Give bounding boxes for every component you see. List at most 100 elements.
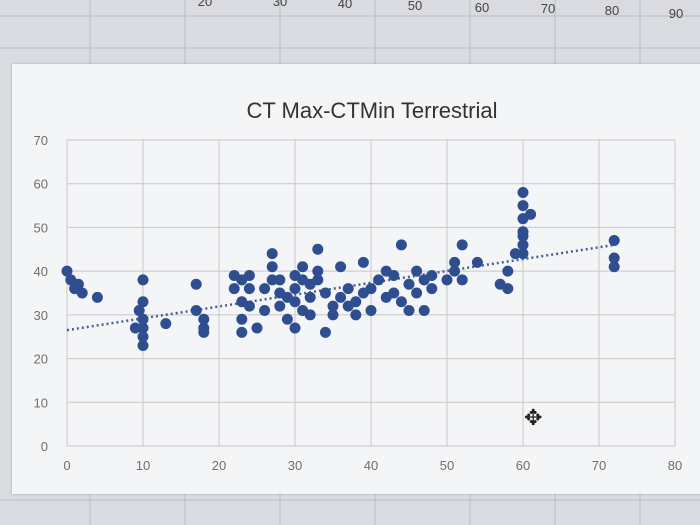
- data-point[interactable]: [137, 322, 149, 334]
- trendline[interactable]: [66, 243, 615, 332]
- chart-area[interactable]: CT Max-CTMin Terrestrial 0 10 20 30 40 50 60 70…: [12, 64, 700, 494]
- data-point[interactable]: [327, 300, 339, 312]
- data-point[interactable]: [312, 274, 324, 286]
- data-point[interactable]: [198, 326, 210, 338]
- data-point[interactable]: [441, 274, 453, 286]
- data-point[interactable]: [259, 283, 271, 295]
- data-point[interactable]: [517, 200, 529, 212]
- data-point[interactable]: [319, 326, 331, 338]
- column-header[interactable]: 40: [338, 0, 352, 11]
- data-point[interactable]: [137, 331, 149, 343]
- data-point[interactable]: [418, 304, 430, 316]
- data-point[interactable]: [365, 304, 377, 316]
- data-point[interactable]: [228, 283, 240, 295]
- y-tick-label: 0: [41, 439, 48, 454]
- data-point[interactable]: [259, 304, 271, 316]
- x-tick-label: 0: [63, 458, 70, 473]
- data-point[interactable]: [289, 322, 301, 334]
- data-point[interactable]: [502, 283, 514, 295]
- data-point[interactable]: [289, 283, 301, 295]
- data-point[interactable]: [91, 291, 103, 303]
- data-point[interactable]: [373, 274, 385, 286]
- data-point[interactable]: [266, 274, 278, 286]
- data-point[interactable]: [76, 287, 88, 299]
- data-point[interactable]: [297, 261, 309, 273]
- data-point[interactable]: [266, 261, 278, 273]
- data-point[interactable]: [350, 309, 362, 321]
- data-point[interactable]: [190, 304, 202, 316]
- column-header[interactable]: 70: [541, 1, 555, 16]
- scatter-chart: CT Max-CTMin Terrestrial 0 10 20 30 40 50 60 70…: [34, 98, 683, 473]
- data-point[interactable]: [456, 239, 468, 251]
- data-point[interactable]: [266, 248, 278, 260]
- data-point[interactable]: [61, 265, 73, 277]
- data-point[interactable]: [509, 248, 521, 260]
- data-point[interactable]: [72, 278, 84, 290]
- data-point[interactable]: [395, 239, 407, 251]
- data-point[interactable]: [133, 304, 145, 316]
- data-point[interactable]: [502, 265, 514, 277]
- data-point[interactable]: [388, 287, 400, 299]
- data-point[interactable]: [243, 283, 255, 295]
- data-point[interactable]: [449, 265, 461, 277]
- data-point[interactable]: [350, 296, 362, 308]
- data-point[interactable]: [304, 309, 316, 321]
- column-header[interactable]: 30: [273, 0, 287, 9]
- column-header[interactable]: 50: [408, 0, 422, 13]
- data-point[interactable]: [274, 300, 286, 312]
- data-point[interactable]: [304, 291, 316, 303]
- data-point[interactable]: [243, 300, 255, 312]
- data-point[interactable]: [395, 296, 407, 308]
- y-tick-label: 40: [34, 264, 48, 279]
- data-point[interactable]: [236, 326, 248, 338]
- data-point[interactable]: [129, 322, 141, 334]
- data-point[interactable]: [403, 304, 415, 316]
- data-point[interactable]: [281, 313, 293, 325]
- data-point[interactable]: [190, 278, 202, 290]
- data-point[interactable]: [426, 283, 438, 295]
- data-point[interactable]: [426, 270, 438, 282]
- x-tick-label: 20: [212, 458, 226, 473]
- data-point[interactable]: [608, 261, 620, 273]
- data-point[interactable]: [312, 265, 324, 277]
- column-header[interactable]: 80: [605, 3, 619, 18]
- chart-title: CT Max-CTMin Terrestrial: [247, 98, 498, 123]
- data-point[interactable]: [236, 313, 248, 325]
- data-point[interactable]: [525, 208, 537, 220]
- data-point[interactable]: [517, 186, 529, 198]
- data-point[interactable]: [517, 239, 529, 251]
- data-point[interactable]: [388, 270, 400, 282]
- data-point[interactable]: [342, 283, 354, 295]
- data-point[interactable]: [357, 256, 369, 268]
- data-point[interactable]: [365, 283, 377, 295]
- data-point[interactable]: [403, 278, 415, 290]
- column-header[interactable]: 90: [669, 6, 683, 21]
- data-point[interactable]: [411, 287, 423, 299]
- data-point[interactable]: [289, 296, 301, 308]
- data-point[interactable]: [608, 252, 620, 264]
- data-point[interactable]: [160, 318, 172, 330]
- data-point[interactable]: [517, 226, 529, 238]
- data-point[interactable]: [335, 261, 347, 273]
- data-point[interactable]: [137, 313, 149, 325]
- data-point[interactable]: [137, 274, 149, 286]
- data-point[interactable]: [198, 313, 210, 325]
- column-header[interactable]: 20: [198, 0, 212, 9]
- data-point[interactable]: [137, 296, 149, 308]
- data-point[interactable]: [456, 274, 468, 286]
- data-point[interactable]: [312, 243, 324, 255]
- data-point[interactable]: [471, 256, 483, 268]
- data-point[interactable]: [517, 248, 529, 260]
- data-point[interactable]: [449, 256, 461, 268]
- data-point[interactable]: [243, 270, 255, 282]
- data-point[interactable]: [251, 322, 263, 334]
- data-point[interactable]: [411, 265, 423, 277]
- data-point[interactable]: [137, 339, 149, 351]
- data-point[interactable]: [274, 274, 286, 286]
- column-header[interactable]: 60: [475, 0, 489, 15]
- data-point[interactable]: [335, 291, 347, 303]
- data-point[interactable]: [327, 309, 339, 321]
- data-point[interactable]: [608, 235, 620, 247]
- data-point[interactable]: [319, 287, 331, 299]
- x-tick-label: 10: [136, 458, 150, 473]
